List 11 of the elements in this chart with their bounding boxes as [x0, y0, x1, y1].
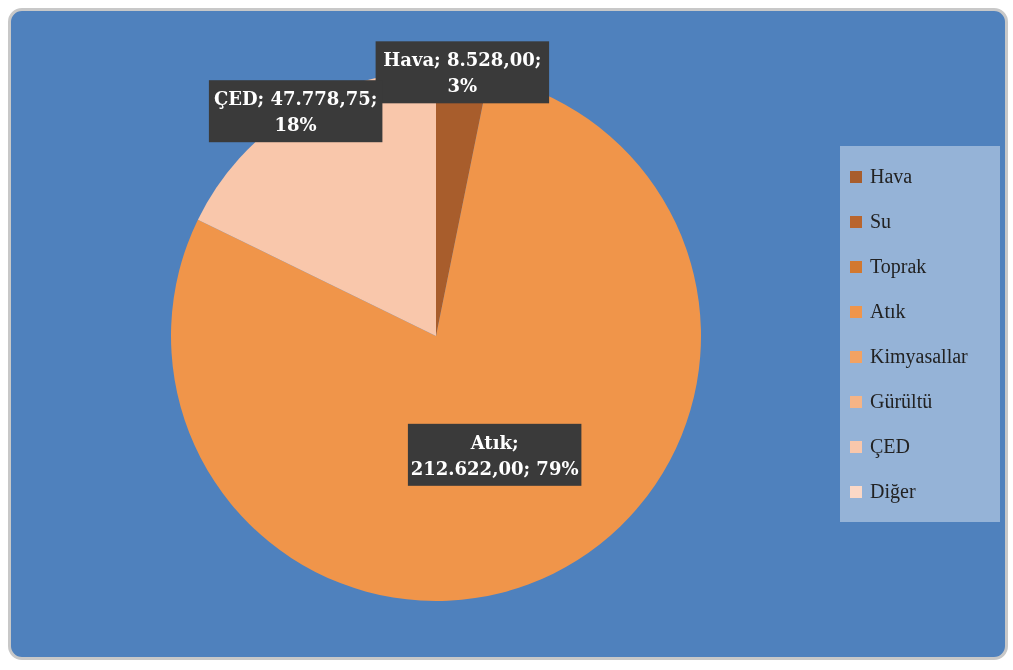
data-label: ÇED; 47.778,75; 18% — [213, 88, 378, 136]
data-label: Atık; 212.622,00; 79% — [410, 431, 579, 479]
legend-label: Toprak — [869, 254, 928, 280]
data-label: Hava; 8.528,00; 3% — [383, 49, 542, 97]
legend-label: Atık — [869, 299, 907, 324]
legend-label: Hava — [869, 164, 914, 189]
legend-label: ÇED — [869, 434, 911, 460]
legend-label: Diğer — [869, 479, 917, 505]
legend-label: Kimyasallar — [869, 344, 969, 370]
legend-label: Su — [869, 209, 893, 234]
legend-label: Gürültü — [869, 389, 934, 414]
